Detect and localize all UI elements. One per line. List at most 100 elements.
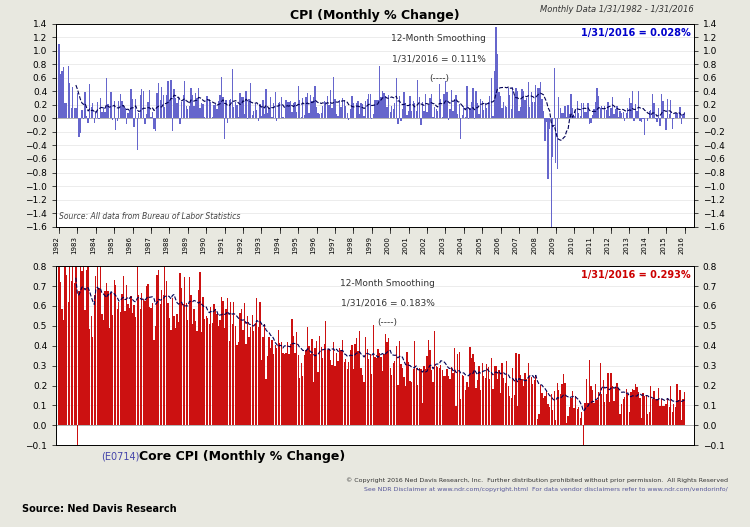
Bar <box>328 349 329 425</box>
Bar <box>478 114 480 119</box>
Bar <box>658 388 659 425</box>
Bar <box>495 27 496 119</box>
Bar <box>385 96 386 119</box>
Bar <box>521 90 523 119</box>
Bar <box>610 108 611 119</box>
Bar <box>358 331 360 425</box>
Bar <box>614 114 615 119</box>
Bar <box>503 102 504 119</box>
Bar <box>273 354 274 425</box>
Bar <box>540 82 541 119</box>
Bar <box>365 101 366 119</box>
Bar <box>419 96 420 119</box>
Bar <box>534 380 535 425</box>
Bar <box>572 391 573 425</box>
Bar <box>411 382 413 425</box>
Bar <box>537 419 538 425</box>
Bar <box>581 412 583 425</box>
Bar <box>676 112 677 119</box>
Bar <box>310 354 311 425</box>
Bar <box>357 101 358 119</box>
Bar <box>646 395 647 425</box>
Text: CPI (Monthly % Change): CPI (Monthly % Change) <box>290 9 460 22</box>
Bar <box>656 399 658 425</box>
Bar <box>66 276 68 425</box>
Bar <box>295 353 296 425</box>
Bar <box>146 114 147 119</box>
Bar <box>104 291 106 425</box>
Bar <box>524 373 526 425</box>
Bar <box>157 275 158 425</box>
Bar <box>534 102 535 119</box>
Text: Source: All data from Bureau of Labor Statistics: Source: All data from Bureau of Labor St… <box>59 211 241 220</box>
Bar <box>244 114 245 119</box>
Bar <box>518 111 520 119</box>
Bar <box>471 358 472 425</box>
Bar <box>389 368 391 425</box>
Bar <box>544 396 546 425</box>
Bar <box>618 117 620 119</box>
Bar <box>230 302 232 425</box>
Bar <box>509 95 511 119</box>
Bar <box>402 368 403 425</box>
Text: Core CPI (Monthly % Change): Core CPI (Monthly % Change) <box>140 450 345 463</box>
Bar <box>529 377 530 425</box>
Bar <box>338 361 339 425</box>
Bar <box>128 304 129 425</box>
Bar <box>515 353 517 425</box>
Text: © Copyright 2016 Ned Davis Research, Inc.  Further distribution prohibited witho: © Copyright 2016 Ned Davis Research, Inc… <box>346 477 728 483</box>
Bar <box>638 91 639 119</box>
Bar <box>161 289 163 425</box>
Bar <box>224 119 225 139</box>
Bar <box>461 375 463 425</box>
Bar <box>380 357 382 425</box>
Bar <box>558 96 560 119</box>
Bar <box>380 97 382 119</box>
Bar <box>285 100 286 119</box>
Bar <box>627 394 628 425</box>
Bar <box>250 83 251 119</box>
Bar <box>431 94 432 119</box>
Bar <box>330 90 331 119</box>
Bar <box>242 97 244 119</box>
Bar <box>554 391 555 425</box>
Bar <box>223 97 224 119</box>
Bar <box>142 91 144 119</box>
Bar <box>219 94 220 119</box>
Bar <box>164 256 166 425</box>
Bar <box>483 110 484 119</box>
Bar <box>577 101 578 119</box>
Bar <box>236 345 238 425</box>
Bar <box>670 101 671 119</box>
Bar <box>112 119 113 120</box>
Bar <box>612 386 614 425</box>
Bar <box>116 119 118 122</box>
Bar <box>562 374 564 425</box>
Bar <box>626 113 627 119</box>
Bar <box>630 103 632 119</box>
Bar <box>454 348 455 425</box>
Bar <box>219 320 220 425</box>
Bar <box>190 295 191 425</box>
Bar <box>134 119 135 128</box>
Bar <box>66 103 68 119</box>
Text: 2009: 2009 <box>550 237 556 255</box>
Text: See NDR Disclaimer at www.ndr.com/copyright.html  For data vendor disclaimers re: See NDR Disclaimer at www.ndr.com/copyri… <box>364 487 728 492</box>
Bar <box>158 270 159 425</box>
Bar <box>538 89 539 119</box>
Bar <box>379 66 380 119</box>
Bar <box>85 310 86 425</box>
Bar <box>192 324 193 425</box>
Bar <box>592 390 593 425</box>
Bar <box>350 350 351 425</box>
Bar <box>248 99 250 119</box>
Bar <box>196 331 198 425</box>
Bar <box>449 109 451 119</box>
Bar <box>356 103 357 119</box>
Bar <box>634 104 636 119</box>
Bar <box>342 97 344 119</box>
Bar <box>650 386 652 425</box>
Bar <box>272 340 273 425</box>
Bar <box>169 318 170 425</box>
Bar <box>264 325 265 425</box>
